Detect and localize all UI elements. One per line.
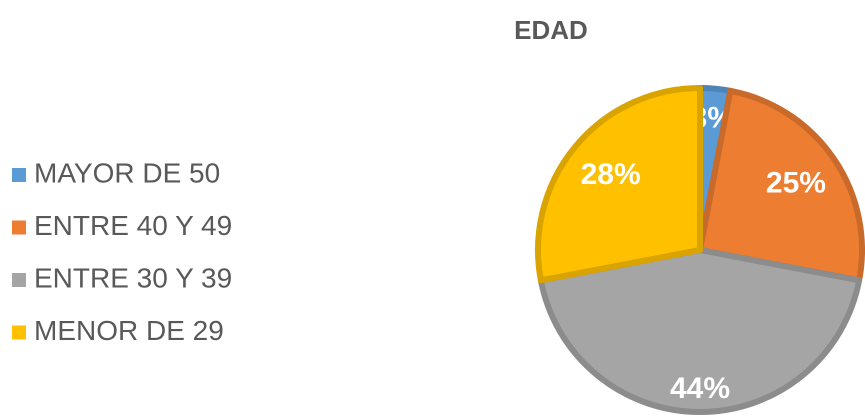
pie-slice [697,87,865,284]
legend-swatch [12,325,26,340]
pie-slice [535,85,703,284]
legend-swatch [12,168,26,182]
data-label: 25% [766,167,826,200]
legend-label: MENOR DE 29 [34,315,224,346]
data-label: 44% [670,372,730,405]
legend-label: MAYOR DE 50 [34,157,220,188]
legend-swatch [12,220,26,235]
chart-title: EDAD [514,15,588,45]
legend-swatch [12,273,26,287]
legend-label: ENTRE 30 Y 39 [34,262,232,293]
data-label: 28% [581,158,641,191]
pie-slice [537,247,863,415]
legend-label: ENTRE 40 Y 49 [34,210,232,241]
